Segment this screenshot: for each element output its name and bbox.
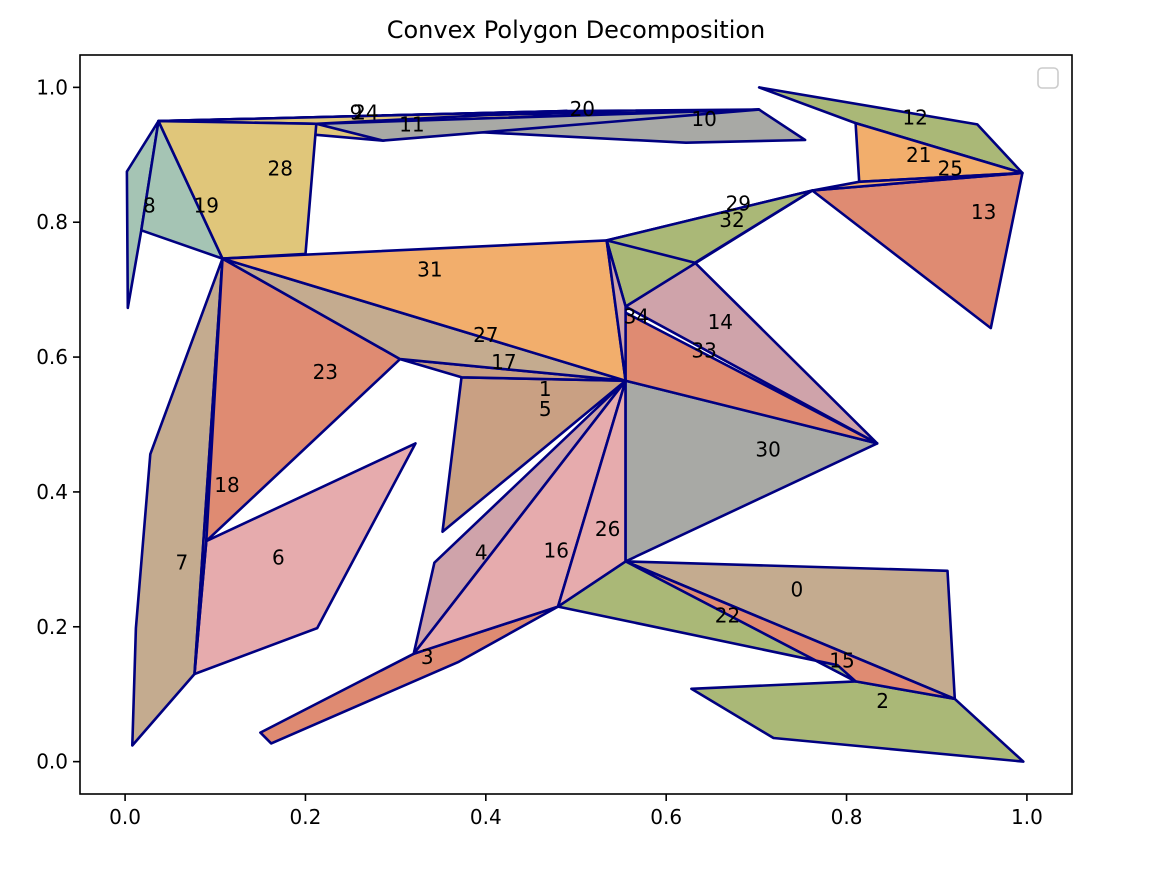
y-axis: 0.0 0.2 0.4 0.6 0.8 1.0 [36, 75, 80, 774]
polygon-label-30: 30 [755, 437, 780, 461]
polygon-label-25: 25 [938, 156, 963, 180]
polygon-label-14: 14 [708, 310, 733, 334]
polygon-label-9: 9 [350, 100, 363, 124]
polygon-label-33: 33 [691, 338, 716, 362]
x-tick-label: 0.8 [831, 805, 863, 829]
polygon-label-20: 20 [570, 97, 595, 121]
polygon-label-10: 10 [691, 107, 716, 131]
y-tick-label: 0.6 [36, 345, 68, 369]
polygon-label-11: 11 [399, 112, 424, 136]
polygon-label-4: 4 [475, 541, 488, 565]
y-tick-label: 0.4 [36, 480, 68, 504]
y-tick-label: 1.0 [36, 75, 68, 99]
x-axis: 0.0 0.2 0.4 0.6 0.8 1.0 [109, 794, 1043, 829]
polygon-label-7: 7 [176, 551, 189, 575]
polygon-label-3: 3 [421, 645, 434, 669]
polygon-label-24: 24 [353, 100, 378, 124]
polygon-label-6: 6 [272, 545, 285, 569]
legend-box [1037, 67, 1059, 89]
polygon-label-26: 26 [595, 517, 620, 541]
plot-area-frame [79, 54, 1073, 795]
polygon-label-2: 2 [876, 689, 889, 713]
polygons-layer [125, 86, 1025, 763]
polygon-3 [259, 605, 560, 745]
polygon-label-19: 19 [194, 193, 219, 217]
y-tick-label: 0.2 [36, 615, 68, 639]
polygon-label-34: 34 [624, 305, 649, 329]
polygon-label-0: 0 [791, 578, 804, 602]
polygon-25 [810, 171, 1024, 192]
polygon-label-16: 16 [543, 539, 568, 563]
polygon-label-5: 5 [539, 397, 552, 421]
polygon-label-23: 23 [313, 360, 338, 384]
x-tick-label: 0.2 [290, 805, 322, 829]
polygon-label-21: 21 [906, 143, 931, 167]
x-tick-label: 1.0 [1011, 805, 1043, 829]
polygon-label-17: 17 [491, 350, 516, 374]
polygon-label-28: 28 [267, 156, 292, 180]
polygon-32 [605, 189, 814, 265]
x-tick-label: 0.0 [109, 805, 141, 829]
polygon-label-13: 13 [971, 200, 996, 224]
polygon-label-1: 1 [539, 377, 552, 401]
polygon-label-31: 31 [417, 257, 442, 281]
polygon-label-15: 15 [829, 649, 854, 673]
y-tick-label: 0.8 [36, 210, 68, 234]
polygon-label-27: 27 [473, 323, 498, 347]
polygon-label-8: 8 [143, 193, 156, 217]
polygon-label-18: 18 [214, 473, 239, 497]
chart-title: Convex Polygon Decomposition [387, 16, 766, 44]
x-tick-label: 0.6 [650, 805, 682, 829]
polygon-2 [690, 680, 1025, 763]
polygon-label-32: 32 [719, 208, 744, 232]
polygon-label-29: 29 [726, 191, 751, 215]
polygon-34 [605, 239, 627, 383]
polygon-label-12: 12 [902, 106, 927, 130]
polygon-11 [314, 108, 761, 142]
y-tick-label: 0.0 [36, 750, 68, 774]
x-tick-label: 0.4 [470, 805, 502, 829]
polygon-label-22: 22 [715, 603, 740, 627]
